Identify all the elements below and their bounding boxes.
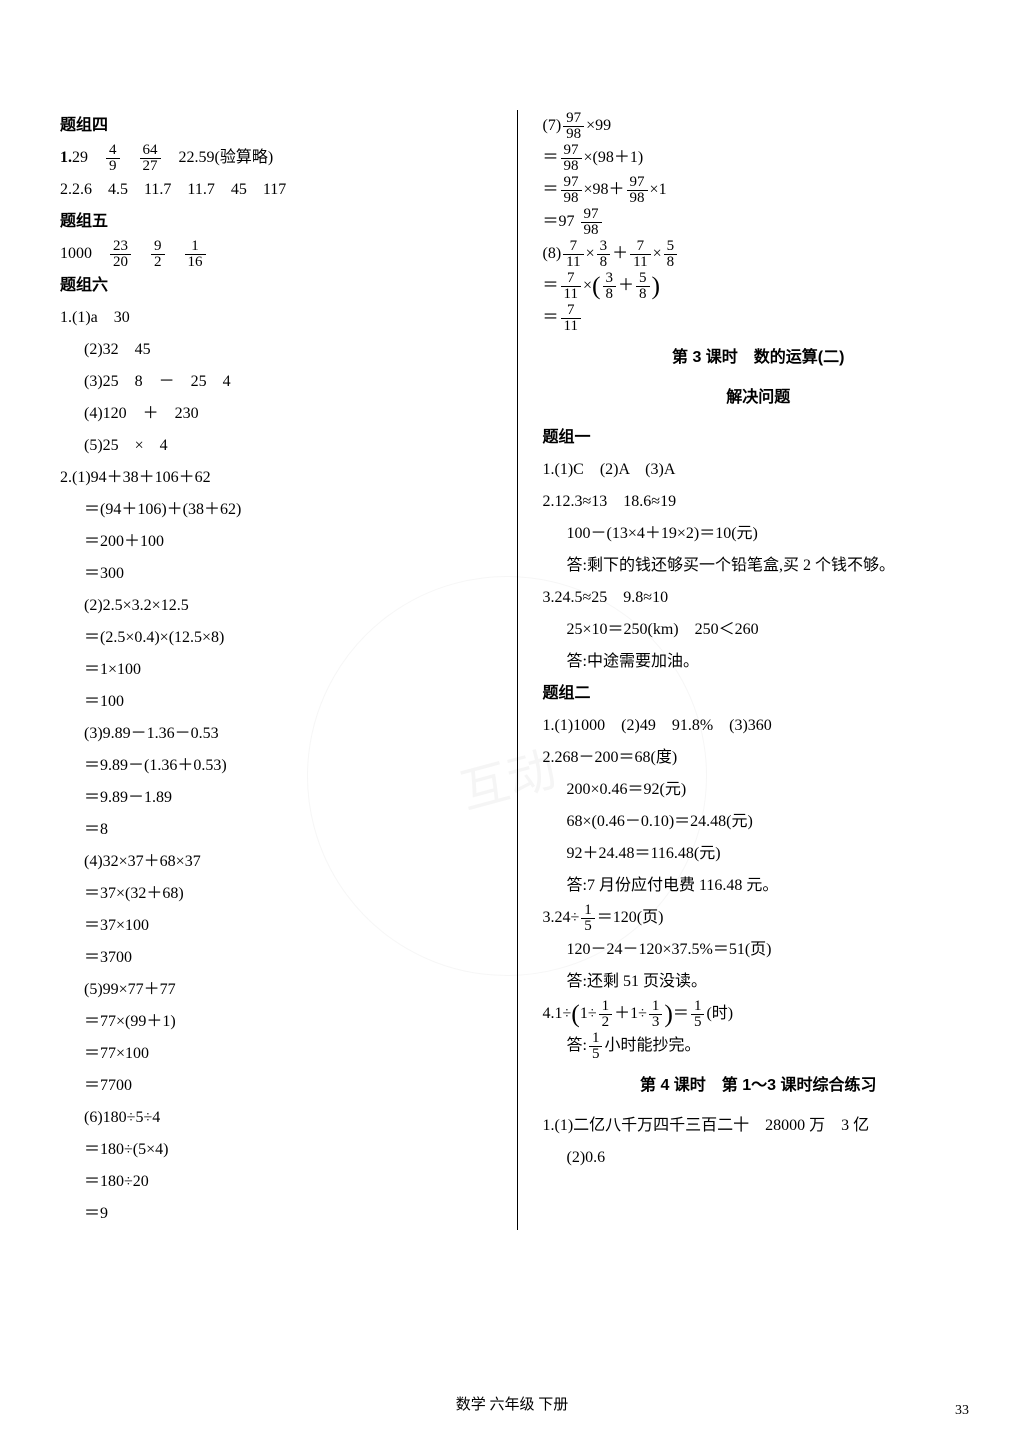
line: ＝9.89－(1.36＋0.53) — [60, 750, 492, 782]
line: ＝180÷(5×4) — [60, 1134, 492, 1166]
line: 1000 2320 92 116 — [60, 238, 492, 270]
line: 2.268－200＝68(度) — [543, 742, 975, 774]
line: ＝8 — [60, 814, 492, 846]
heading-tizu2: 题组二 — [543, 678, 975, 710]
fraction: 9798 — [581, 207, 602, 238]
line: ＝3700 — [60, 942, 492, 974]
fraction: 15 — [581, 903, 595, 934]
line: 2.(1)94＋38＋106＋62 — [60, 462, 492, 494]
fraction: 58 — [636, 271, 650, 302]
line: 答:15小时能抄完。 — [543, 1030, 975, 1062]
line: 答:剩下的钱还够买一个铅笔盒,买 2 个钱不够。 — [543, 550, 975, 582]
heading-tizu6: 题组六 — [60, 270, 492, 302]
line: ＝77×100 — [60, 1038, 492, 1070]
line: (2)32 45 — [60, 334, 492, 366]
fraction: 9798 — [563, 111, 584, 142]
line: ＝97 9798 — [543, 206, 975, 238]
line: 1.(1)1000 (2)49 91.8% (3)360 — [543, 710, 975, 742]
fraction: 711 — [561, 271, 581, 302]
column-divider — [517, 110, 518, 1230]
footer-text: 数学 六年级 下册 — [0, 1393, 1024, 1414]
line: (2)0.6 — [543, 1142, 975, 1174]
line: ＝7700 — [60, 1070, 492, 1102]
line: 3.24.5≈25 9.8≈10 — [543, 582, 975, 614]
line: ＝9798×(98＋1) — [543, 142, 975, 174]
line: ＝711×(38＋58) — [543, 270, 975, 302]
line: ＝711 — [543, 302, 975, 334]
line: 68×(0.46－0.10)＝24.48(元) — [543, 806, 975, 838]
line: (6)180÷5÷4 — [60, 1102, 492, 1134]
line: (4)120 ＋ 230 — [60, 398, 492, 430]
line: 1.(1)C (2)A (3)A — [543, 454, 975, 486]
line: ＝9.89－1.89 — [60, 782, 492, 814]
line: ＝1×100 — [60, 654, 492, 686]
fraction: 116 — [185, 239, 206, 270]
line: ＝37×(32＋68) — [60, 878, 492, 910]
line: ＝9 — [60, 1198, 492, 1230]
line: ＝77×(99＋1) — [60, 1006, 492, 1038]
fraction: 58 — [664, 239, 678, 270]
fraction: 711 — [561, 303, 581, 334]
fraction: 9798 — [561, 175, 582, 206]
heading-tizu5: 题组五 — [60, 206, 492, 238]
fraction: 711 — [630, 239, 650, 270]
line: (3)9.89－1.36－0.53 — [60, 718, 492, 750]
left-column: 题组四 1.29 49 6427 22.59(验算略) 2.2.6 4.5 11… — [60, 110, 512, 1230]
line: (7)9798×99 — [543, 110, 975, 142]
line: 200×0.46＝92(元) — [543, 774, 975, 806]
line: ＝(94＋106)＋(38＋62) — [60, 494, 492, 526]
line: ＝300 — [60, 558, 492, 590]
fraction: 38 — [597, 239, 611, 270]
line: 120－24－120×37.5%＝51(页) — [543, 934, 975, 966]
line: 答:中途需要加油。 — [543, 646, 975, 678]
line: 100－(13×4＋19×2)＝10(元) — [543, 518, 975, 550]
page-content: 题组四 1.29 49 6427 22.59(验算略) 2.2.6 4.5 11… — [0, 0, 1024, 1270]
line: 3.24÷15＝120(页) — [543, 902, 975, 934]
line: ＝200＋100 — [60, 526, 492, 558]
line: ＝100 — [60, 686, 492, 718]
line: ＝9798×98＋9798×1 — [543, 174, 975, 206]
line: (2)2.5×3.2×12.5 — [60, 590, 492, 622]
line: 4.1÷(1÷12＋1÷13)＝15(时) — [543, 998, 975, 1030]
right-column: (7)9798×99 ＝9798×(98＋1) ＝9798×98＋9798×1 … — [523, 110, 975, 1230]
fraction: 15 — [691, 999, 705, 1030]
fraction: 15 — [589, 1031, 603, 1062]
line: (3)25 8 － 25 4 — [60, 366, 492, 398]
line: (8)711×38＋711×58 — [543, 238, 975, 270]
line: (5)25 × 4 — [60, 430, 492, 462]
heading-tizu4: 题组四 — [60, 110, 492, 142]
fraction: 92 — [151, 239, 165, 270]
line: 2.12.3≈13 18.6≈19 — [543, 486, 975, 518]
line: 25×10＝250(km) 250＜260 — [543, 614, 975, 646]
chapter-subheading: 解决问题 — [543, 382, 975, 414]
fraction: 9798 — [627, 175, 648, 206]
fraction: 6427 — [140, 143, 161, 174]
fraction: 9798 — [561, 143, 582, 174]
fraction: 13 — [649, 999, 663, 1030]
line: 答:还剩 51 页没读。 — [543, 966, 975, 998]
line: ＝37×100 — [60, 910, 492, 942]
fraction: 12 — [599, 999, 613, 1030]
line: ＝180÷20 — [60, 1166, 492, 1198]
fraction: 2320 — [110, 239, 131, 270]
chapter-heading-4: 第 4 课时 第 1～3 课时综合练习 — [543, 1070, 975, 1102]
line: 92＋24.48＝116.48(元) — [543, 838, 975, 870]
fraction: 38 — [603, 271, 617, 302]
page-number: 33 — [955, 1403, 969, 1419]
line: 1.29 49 6427 22.59(验算略) — [60, 142, 492, 174]
line: 1.(1)二亿八千万四千三百二十 28000 万 3 亿 — [543, 1110, 975, 1142]
chapter-heading-3: 第 3 课时 数的运算(二) — [543, 342, 975, 374]
fraction: 711 — [563, 239, 583, 270]
heading-tizu1: 题组一 — [543, 422, 975, 454]
line: 2.2.6 4.5 11.7 11.7 45 117 — [60, 174, 492, 206]
fraction: 49 — [106, 143, 120, 174]
line: (4)32×37＋68×37 — [60, 846, 492, 878]
line: 1.(1)a 30 — [60, 302, 492, 334]
line: (5)99×77＋77 — [60, 974, 492, 1006]
line: 答:7 月份应付电费 116.48 元。 — [543, 870, 975, 902]
line: ＝(2.5×0.4)×(12.5×8) — [60, 622, 492, 654]
